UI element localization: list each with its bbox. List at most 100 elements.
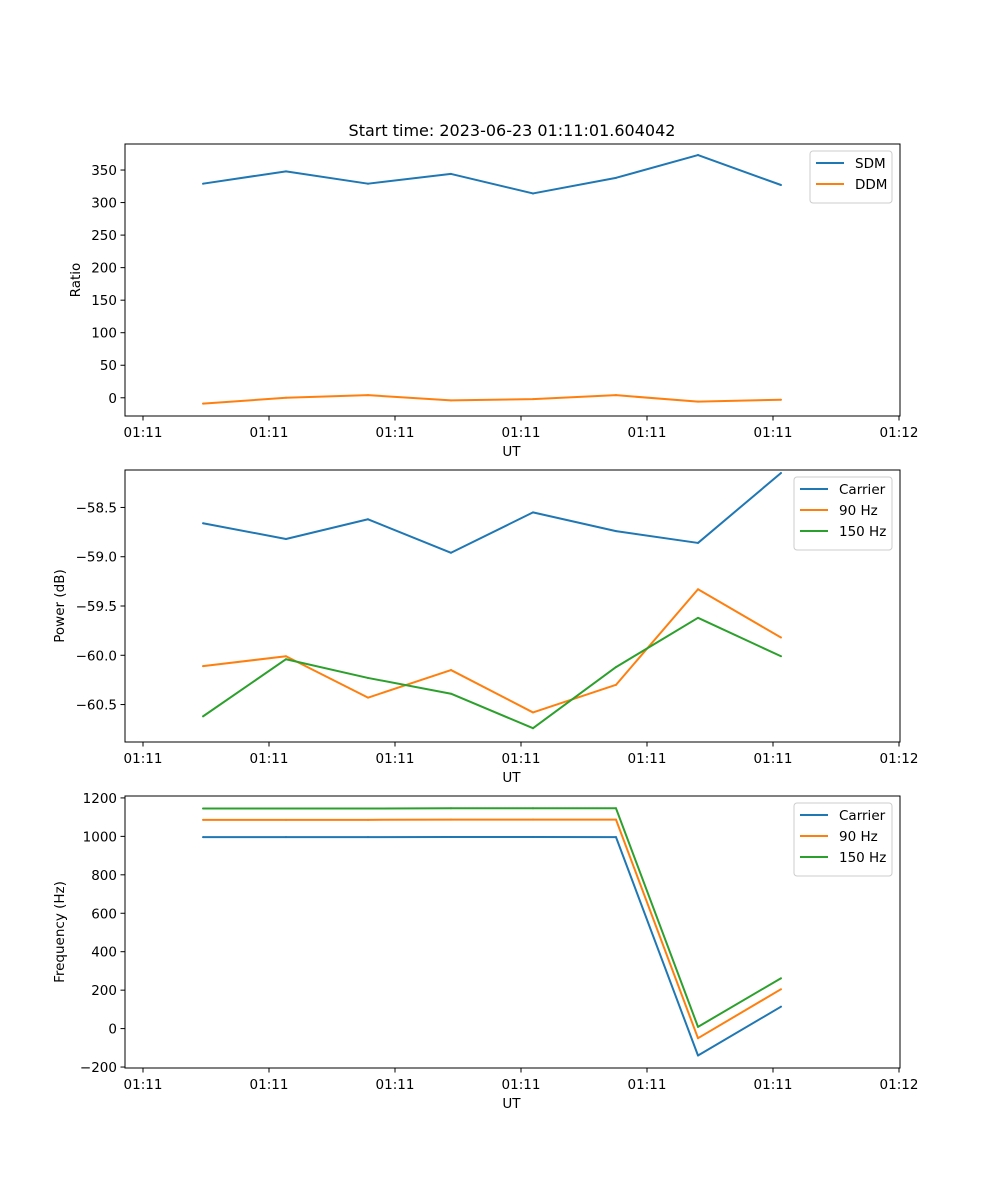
frequency-series-150-hz-point: [202, 807, 204, 810]
frequency-x-tick-label: 01:11: [376, 1077, 415, 1093]
frequency-series-90-hz-point: [285, 818, 287, 821]
frequency-y-tick-label: 1000: [83, 829, 117, 845]
ratio-y-tick-label: 350: [91, 163, 117, 179]
frequency-series-150-hz-point: [285, 807, 287, 810]
frequency-series-90-hz-point: [532, 818, 534, 821]
frequency-x-tick-label: 01:11: [250, 1077, 289, 1093]
power-series-carrier-point: [202, 522, 204, 525]
power-series-carrier-point: [780, 471, 782, 474]
power-series-carrier-point: [615, 530, 617, 533]
ratio-x-tick-label: 01:11: [628, 425, 667, 441]
ratio-x-tick-label: 01:11: [376, 425, 415, 441]
frequency-series-90-hz-point: [367, 818, 369, 821]
power-series-150-hz-point: [780, 655, 782, 658]
ratio-series-ddm-point: [615, 394, 617, 397]
frequency-series-carrier-point: [532, 835, 534, 838]
ratio-series-sdm-point: [532, 192, 534, 195]
power-series-carrier-point: [450, 551, 452, 554]
frequency-series-carrier-point: [780, 1005, 782, 1008]
ratio-plot-frame: [124, 143, 901, 417]
frequency-series-90-hz-line: [203, 818, 782, 1040]
power-x-tick-label: 01:11: [124, 751, 163, 767]
ratio-y-tick-label: 50: [100, 358, 117, 374]
frequency-x-tick-label: 01:12: [880, 1077, 919, 1093]
frequency-series-carrier-point: [450, 835, 452, 838]
power-series-150-hz-point: [367, 676, 369, 679]
ratio-series-ddm-point: [285, 396, 287, 399]
frequency-series-carrier-point: [697, 1054, 699, 1057]
power-x-tick-label: 01:12: [880, 751, 919, 767]
power-series-90-hz-point: [285, 655, 287, 658]
power-series-90-hz-point: [367, 696, 369, 699]
frequency-series-carrier-point: [202, 836, 204, 839]
ratio-panel: 01:11 01:11 01:11 01:11 01:11 01:11 01:12 UT 0 50…: [68, 143, 918, 460]
frequency-series-90-hz-point: [450, 818, 452, 821]
ratio-x-tick-label: 01:11: [502, 425, 541, 441]
power-x-tick-label: 01:11: [502, 751, 541, 767]
power-x-tick-label: 01:11: [250, 751, 289, 767]
ratio-legend: SDM DDM: [809, 150, 893, 204]
ratio-x-tick-label: 01:11: [124, 425, 163, 441]
ratio-y-tick-label: 300: [91, 196, 117, 212]
frequency-legend-label-150-hz: 150 Hz: [839, 850, 886, 866]
ratio-series-sdm-point: [367, 182, 369, 185]
power-series-90-hz-point: [615, 683, 617, 686]
power-legend-label-150-hz: 150 Hz: [839, 524, 886, 540]
power-series-90-hz-point: [532, 711, 534, 714]
ratio-y-tick-label: 200: [91, 261, 117, 277]
power-panel: 01:11 01:11 01:11 01:11 01:11 01:11 01:12 UT −60…: [52, 469, 919, 786]
power-series-150-hz-point: [450, 692, 452, 695]
frequency-x-tick-label: 01:11: [754, 1077, 793, 1093]
ratio-series-sdm-point: [615, 176, 617, 179]
frequency-legend-label-carrier: Carrier: [839, 808, 886, 824]
ratio-y-tick-label: 150: [91, 293, 117, 309]
frequency-x-tick-label: 01:11: [628, 1077, 667, 1093]
ratio-y-tick-label: 100: [91, 326, 117, 342]
frequency-series-150-hz-point: [780, 977, 782, 980]
frequency-y-axis-label: Frequency (Hz): [52, 881, 68, 983]
ratio-series-ddm-point: [532, 398, 534, 401]
frequency-y-tick-label: 600: [91, 906, 117, 922]
frequency-series-90-hz-point: [697, 1037, 699, 1040]
ratio-series-sdm-point: [202, 182, 204, 185]
power-x-tick-label: 01:11: [628, 751, 667, 767]
ratio-series-sdm-point: [450, 172, 452, 175]
ratio-y-axis-label: Ratio: [68, 263, 84, 298]
power-x-axis-label: UT: [502, 770, 521, 786]
power-x-tick-label: 01:11: [376, 751, 415, 767]
frequency-series-150-hz-point: [367, 807, 369, 810]
frequency-panel: 01:11 01:11 01:11 01:11 01:11 01:11 01:12 UT −20…: [52, 791, 918, 1112]
power-series-carrier-point: [285, 537, 287, 540]
frequency-series-150-hz-point: [532, 807, 534, 810]
power-series-90-hz-point: [780, 636, 782, 639]
ratio-series-sdm-point: [780, 184, 782, 186]
frequency-x-tick-label: 01:11: [502, 1077, 541, 1093]
frequency-legend: Carrier 90 Hz 150 Hz: [793, 802, 893, 877]
power-series-carrier-point: [367, 518, 369, 521]
power-legend-label-90-hz: 90 Hz: [839, 503, 878, 519]
frequency-series-90-hz-point: [202, 818, 204, 821]
power-y-tick-label: −60.0: [76, 648, 117, 664]
frequency-series-carrier-line: [203, 835, 782, 1057]
power-plot-frame: [124, 469, 901, 743]
frequency-y-tick-label: 200: [91, 983, 117, 999]
ratio-x-axis-label: UT: [502, 444, 521, 460]
ratio-legend-label-sdm: SDM: [855, 156, 886, 172]
power-y-axis-label: Power (dB): [52, 569, 68, 642]
ratio-x-tick-label: 01:11: [754, 425, 793, 441]
ratio-series-ddm-point: [697, 400, 699, 403]
ratio-series-ddm-point: [202, 402, 204, 405]
frequency-series-150-hz-point: [450, 807, 452, 810]
frequency-series-carrier-point: [367, 836, 369, 839]
frequency-y-tick-label: −200: [80, 1060, 117, 1076]
frequency-series-90-hz-point: [780, 988, 782, 991]
power-series-150-hz-point: [285, 658, 287, 661]
ratio-legend-label-ddm: DDM: [855, 177, 887, 193]
ratio-series-ddm-point: [367, 394, 369, 397]
panels: 01:11 01:11 01:11 01:11 01:11 01:11 01:12 UT 0 50…: [52, 143, 919, 1112]
figure-title: Start time: 2023-06-23 01:11:01.604042: [349, 121, 676, 140]
power-series-150-hz-point: [532, 727, 534, 730]
frequency-series-150-hz-line: [203, 807, 782, 1028]
power-x-tick-label: 01:11: [754, 751, 793, 767]
